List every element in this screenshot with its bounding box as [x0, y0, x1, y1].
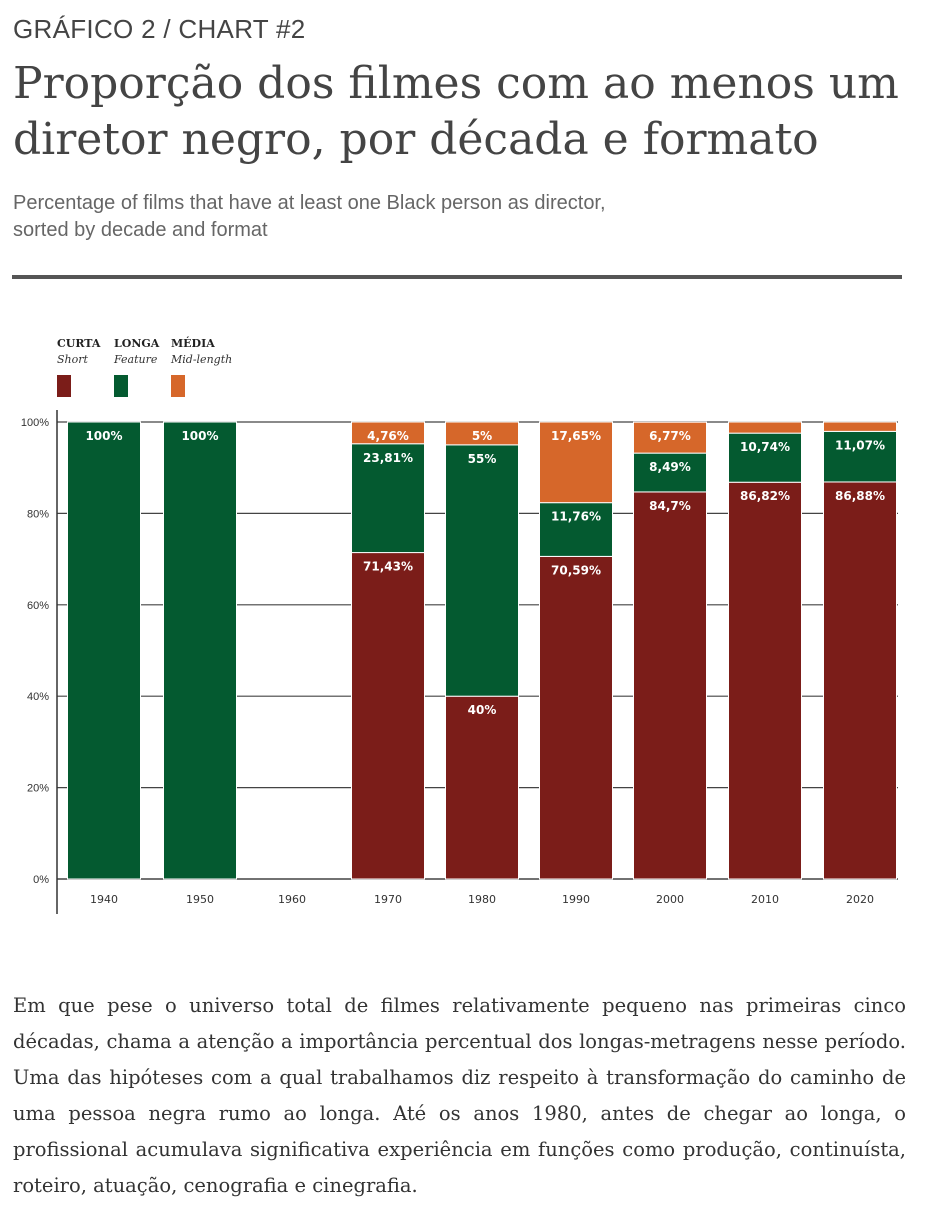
chart-kicker: GRÁFICO 2 / CHART #2: [13, 14, 306, 44]
chart-axes: 0% 20% 40% 60% 80% 100% 1940 1950 1960 1970 1980 19…: [21, 410, 874, 914]
legend-label-0: CURTA: [57, 337, 101, 350]
bar-média-2020: [823, 421, 897, 432]
subtitle-line-1: Percentage of films that have at least o…: [13, 192, 606, 214]
page-title: Proporção dos filmes com ao menos um dir…: [13, 56, 913, 168]
bar-longa-1940: [67, 421, 141, 880]
bar-média-2000: [633, 421, 707, 454]
body-paragraph: Em que pese o universo total de filmes r…: [13, 994, 906, 1197]
title-line-1: Proporção dos filmes com ao menos um: [13, 58, 899, 109]
data-label-curta-2020: 86,88%: [835, 489, 885, 503]
bar-média-1970: [351, 421, 425, 445]
x-tick-label-2010: 2010: [751, 893, 779, 906]
bar-longa-1950: [163, 421, 237, 880]
y-tick-label-3: 60%: [27, 600, 49, 612]
legend-label-1: LONGA: [114, 337, 160, 350]
data-label-curta-1980: 40%: [468, 703, 497, 717]
bar-longa-1980: [445, 444, 519, 697]
data-label-longa-1990: 11,76%: [551, 510, 601, 524]
data-label-curta-1990: 70,59%: [551, 563, 601, 577]
legend-sublabel-2: Mid-length: [170, 353, 232, 366]
bar-média-1990: [539, 421, 613, 504]
bar-longa-2020: [823, 430, 897, 483]
y-tick-label-1: 20%: [27, 783, 49, 795]
bar-curta-1990: [539, 555, 613, 880]
legend-sublabel-0: Short: [57, 353, 89, 366]
legend-label-2: MÉDIA: [171, 336, 215, 350]
bar-longa-2010: [728, 432, 802, 483]
data-label-curta-2000: 84,7%: [649, 499, 691, 513]
chart-legend: CURTA Short LONGA Feature MÉDIA Mid-length: [57, 336, 232, 397]
bar-média-1980: [445, 421, 519, 446]
data-label-média-1990: 17,65%: [551, 429, 601, 443]
data-label-média-2000: 6,77%: [649, 429, 691, 443]
legend-swatch-0: [57, 375, 71, 397]
x-tick-label-1940: 1940: [90, 893, 118, 906]
bar-curta-1980: [445, 695, 519, 880]
x-tick-label-1990: 1990: [562, 893, 590, 906]
x-tick-label-1970: 1970: [374, 893, 402, 906]
bar-curta-2000: [633, 491, 707, 880]
data-label-longa-1940: 100%: [85, 429, 122, 443]
data-label-curta-2010: 86,82%: [740, 489, 790, 503]
x-tick-label-2020: 2020: [846, 893, 874, 906]
y-tick-label-4: 80%: [27, 508, 49, 520]
x-tick-label-1980: 1980: [468, 893, 496, 906]
bar-curta-2020: [823, 481, 897, 880]
title-line-2: diretor negro, por década e formato: [13, 114, 819, 165]
x-tick-label-2000: 2000: [656, 893, 684, 906]
y-tick-label-5: 100%: [21, 417, 49, 429]
stacked-bar-chart: CURTA Short LONGA Feature MÉDIA Mid-length 10…: [21, 336, 898, 914]
chart-bars: 100% 100% 71,43% 23,81% 4,76% 40% 55% 5% 70,59% 1…: [67, 421, 897, 880]
data-label-longa-2010: 10,74%: [740, 440, 790, 454]
x-tick-label-1950: 1950: [186, 893, 214, 906]
legend-swatch-1: [114, 375, 128, 397]
bar-média-2010: [728, 421, 802, 434]
subtitle-line-2: sorted by decade and format: [13, 219, 268, 241]
data-label-longa-1970: 23,81%: [363, 451, 413, 465]
legend-sublabel-1: Feature: [113, 353, 158, 366]
bar-curta-1970: [351, 552, 425, 880]
data-label-longa-1950: 100%: [181, 429, 218, 443]
legend-swatch-2: [171, 375, 185, 397]
data-label-longa-2000: 8,49%: [649, 460, 691, 474]
data-label-longa-1980: 55%: [468, 452, 497, 466]
bar-longa-1970: [351, 443, 425, 554]
y-tick-label-0: 0%: [33, 874, 49, 886]
bar-curta-2010: [728, 481, 802, 880]
header-divider: [12, 275, 902, 279]
data-label-curta-1970: 71,43%: [363, 560, 413, 574]
data-label-média-1980: 5%: [472, 429, 492, 443]
data-label-longa-2020: 11,07%: [835, 438, 885, 452]
y-tick-label-2: 40%: [27, 691, 49, 703]
data-label-média-1970: 4,76%: [367, 429, 409, 443]
page-subtitle: Percentage of films that have at least o…: [13, 190, 713, 244]
x-tick-label-1960: 1960: [278, 893, 306, 906]
